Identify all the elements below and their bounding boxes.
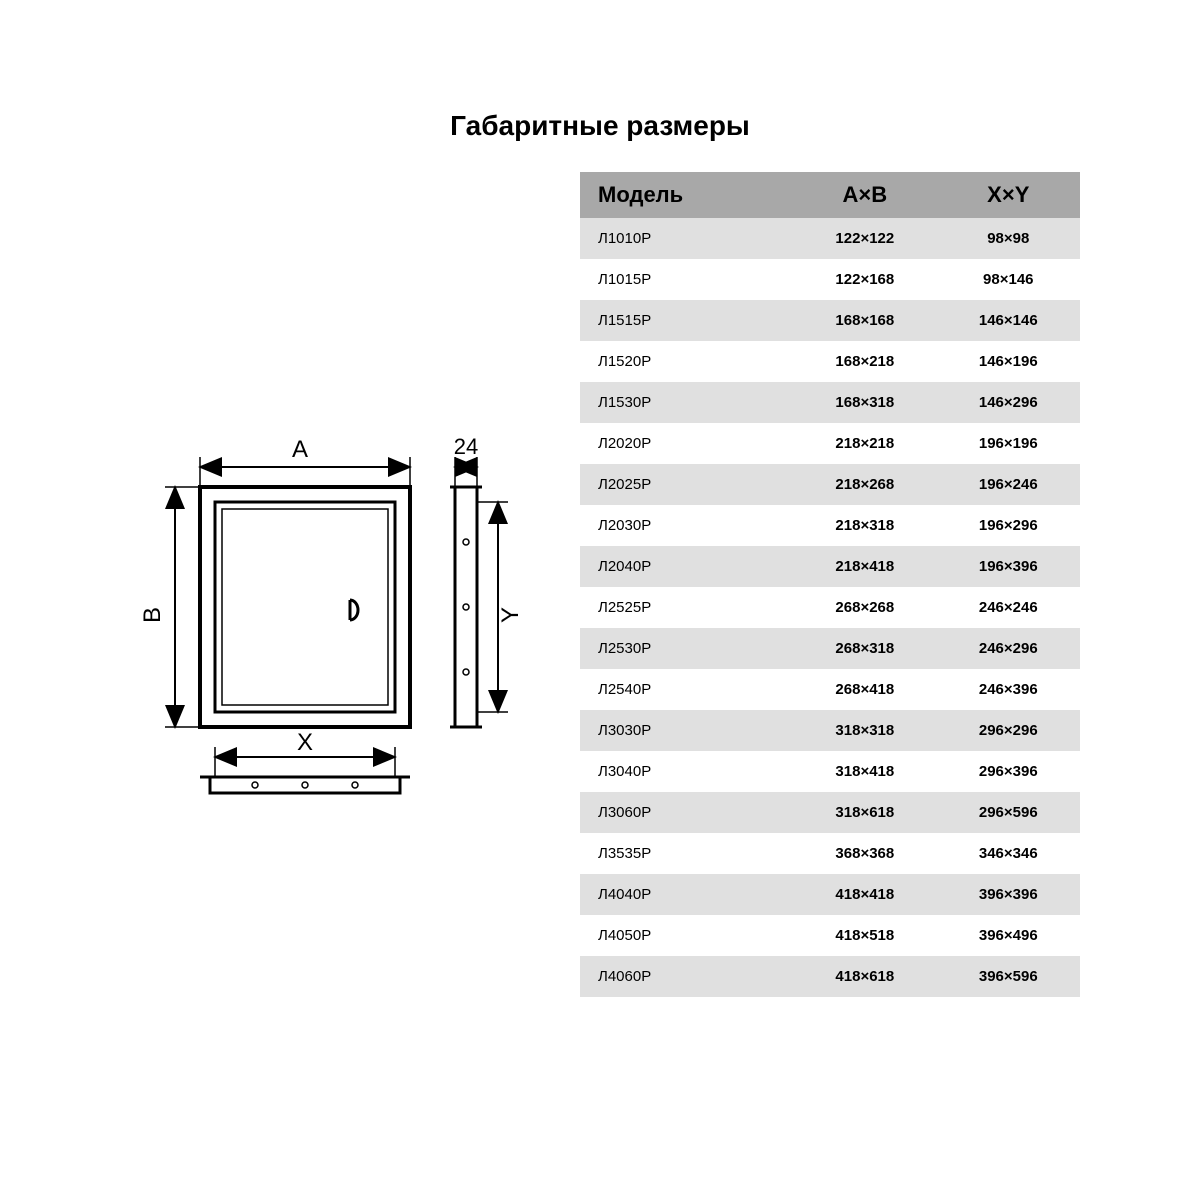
- label-b: B: [139, 607, 166, 623]
- value-cell: 146×146: [937, 300, 1080, 341]
- label-depth: 24: [454, 434, 478, 459]
- value-cell: 196×196: [937, 423, 1080, 464]
- model-cell: Л1520Р: [580, 341, 793, 382]
- value-cell: 268×268: [793, 587, 936, 628]
- value-cell: 318×418: [793, 751, 936, 792]
- value-cell: 318×618: [793, 792, 936, 833]
- label-y: Y: [497, 607, 524, 623]
- model-cell: Л3040Р: [580, 751, 793, 792]
- value-cell: 196×296: [937, 505, 1080, 546]
- value-cell: 168×168: [793, 300, 936, 341]
- value-cell: 396×496: [937, 915, 1080, 956]
- model-cell: Л3535Р: [580, 833, 793, 874]
- value-cell: 318×318: [793, 710, 936, 751]
- value-cell: 146×296: [937, 382, 1080, 423]
- table-row: Л2025Р218×268196×246: [580, 464, 1080, 505]
- table-header-1: A×B: [793, 172, 936, 218]
- value-cell: 296×296: [937, 710, 1080, 751]
- value-cell: 246×396: [937, 669, 1080, 710]
- table-row: Л4050Р418×518396×496: [580, 915, 1080, 956]
- page-title: Габаритные размеры: [60, 60, 1140, 172]
- model-cell: Л2530Р: [580, 628, 793, 669]
- value-cell: 98×98: [937, 218, 1080, 259]
- table-row: Л2540Р268×418246×396: [580, 669, 1080, 710]
- value-cell: 196×246: [937, 464, 1080, 505]
- label-a: A: [292, 436, 308, 463]
- model-cell: Л1515Р: [580, 300, 793, 341]
- table-row: Л3060Р318×618296×596: [580, 792, 1080, 833]
- model-cell: Л2025Р: [580, 464, 793, 505]
- table-row: Л4040Р418×418396×396: [580, 874, 1080, 915]
- table-row: Л2525Р268×268246×246: [580, 587, 1080, 628]
- value-cell: 218×318: [793, 505, 936, 546]
- value-cell: 122×168: [793, 259, 936, 300]
- table-row: Л3535Р368×368346×346: [580, 833, 1080, 874]
- value-cell: 296×396: [937, 751, 1080, 792]
- table-row: Л2530Р268×318246×296: [580, 628, 1080, 669]
- model-cell: Л1010Р: [580, 218, 793, 259]
- value-cell: 246×296: [937, 628, 1080, 669]
- table-header-2: X×Y: [937, 172, 1080, 218]
- value-cell: 218×218: [793, 423, 936, 464]
- value-cell: 218×268: [793, 464, 936, 505]
- table-row: Л1015Р122×16898×146: [580, 259, 1080, 300]
- value-cell: 396×396: [937, 874, 1080, 915]
- value-cell: 246×246: [937, 587, 1080, 628]
- model-cell: Л2525Р: [580, 587, 793, 628]
- table-row: Л2040Р218×418196×396: [580, 546, 1080, 587]
- model-cell: Л3030Р: [580, 710, 793, 751]
- value-cell: 196×396: [937, 546, 1080, 587]
- value-cell: 418×518: [793, 915, 936, 956]
- value-cell: 98×146: [937, 259, 1080, 300]
- model-cell: Л4040Р: [580, 874, 793, 915]
- model-cell: Л4060Р: [580, 956, 793, 997]
- table-row: Л2020Р218×218196×196: [580, 423, 1080, 464]
- model-cell: Л2540Р: [580, 669, 793, 710]
- value-cell: 268×418: [793, 669, 936, 710]
- table-row: Л1530Р168×318146×296: [580, 382, 1080, 423]
- value-cell: 122×122: [793, 218, 936, 259]
- model-cell: Л2020Р: [580, 423, 793, 464]
- table-header-0: Модель: [580, 172, 793, 218]
- value-cell: 346×346: [937, 833, 1080, 874]
- model-cell: Л2040Р: [580, 546, 793, 587]
- value-cell: 168×218: [793, 341, 936, 382]
- table-row: Л1515Р168×168146×146: [580, 300, 1080, 341]
- model-cell: Л2030Р: [580, 505, 793, 546]
- table-row: Л3040Р318×418296×396: [580, 751, 1080, 792]
- value-cell: 368×368: [793, 833, 936, 874]
- value-cell: 396×596: [937, 956, 1080, 997]
- table-row: Л1520Р168×218146×196: [580, 341, 1080, 382]
- value-cell: 218×418: [793, 546, 936, 587]
- dimensions-table: МодельA×BX×Y Л1010Р122×12298×98Л1015Р122…: [580, 172, 1080, 997]
- model-cell: Л1530Р: [580, 382, 793, 423]
- value-cell: 418×418: [793, 874, 936, 915]
- value-cell: 418×618: [793, 956, 936, 997]
- model-cell: Л3060Р: [580, 792, 793, 833]
- table-row: Л2030Р218×318196×296: [580, 505, 1080, 546]
- table-row: Л4060Р418×618396×596: [580, 956, 1080, 997]
- value-cell: 268×318: [793, 628, 936, 669]
- model-cell: Л4050Р: [580, 915, 793, 956]
- value-cell: 146×196: [937, 341, 1080, 382]
- value-cell: 296×596: [937, 792, 1080, 833]
- value-cell: 168×318: [793, 382, 936, 423]
- table-row: Л1010Р122×12298×98: [580, 218, 1080, 259]
- table-row: Л3030Р318×318296×296: [580, 710, 1080, 751]
- dimension-diagram: A B 24: [120, 172, 580, 997]
- model-cell: Л1015Р: [580, 259, 793, 300]
- label-x: X: [297, 729, 313, 756]
